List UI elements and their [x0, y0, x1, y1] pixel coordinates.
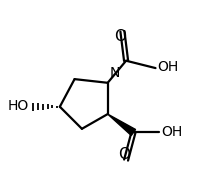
Text: O: O	[115, 29, 126, 45]
Text: HO: HO	[7, 99, 28, 113]
Polygon shape	[108, 114, 136, 135]
Text: O: O	[118, 147, 130, 162]
Text: OH: OH	[157, 60, 179, 74]
Text: N: N	[110, 66, 120, 80]
Text: OH: OH	[161, 125, 182, 139]
